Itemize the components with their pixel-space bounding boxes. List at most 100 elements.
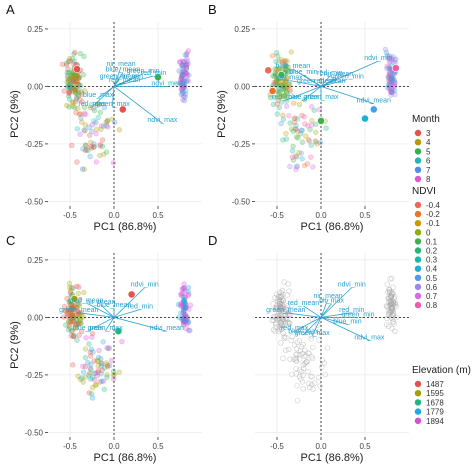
- data-point: [180, 59, 187, 65]
- legend-ndvi-swatch: [414, 265, 422, 272]
- loading-label: blue_max: [288, 329, 319, 336]
- data-point: [275, 53, 281, 59]
- data-point: [181, 318, 187, 324]
- data-point: [286, 113, 292, 119]
- data-point: [74, 74, 81, 80]
- legend-ndvi-swatch: [414, 256, 422, 263]
- data-point: [284, 63, 290, 70]
- data-point: [182, 304, 189, 310]
- x-tick-label: 0.5: [359, 442, 371, 451]
- data-point: [181, 78, 187, 84]
- data-point: [179, 86, 186, 93]
- data-point: [179, 72, 186, 78]
- data-point: [388, 92, 394, 98]
- centroid-point: [361, 114, 369, 123]
- loading-label: nir_mean: [86, 299, 115, 306]
- data-point: [388, 89, 395, 95]
- data-point: [282, 58, 288, 65]
- data-point: [288, 69, 294, 75]
- data-point: [73, 90, 79, 97]
- data-point: [76, 332, 82, 338]
- data-point: [274, 81, 281, 87]
- x-tick-label: -0.5: [63, 211, 77, 220]
- data-point: [298, 376, 304, 382]
- data-point: [185, 293, 191, 299]
- data-point: [179, 290, 186, 297]
- data-point: [116, 127, 123, 133]
- legend-ndvi-swatch: [414, 301, 422, 309]
- data-point: [179, 74, 185, 80]
- data-point: [270, 317, 277, 323]
- data-point: [179, 90, 186, 96]
- data-point: [68, 72, 74, 78]
- data-point: [93, 130, 99, 137]
- data-point: [184, 50, 190, 56]
- data-point: [389, 89, 395, 96]
- data-point: [95, 354, 102, 361]
- data-point: [62, 308, 69, 314]
- data-point: [298, 344, 305, 350]
- data-point: [83, 335, 89, 341]
- legend-month-label: 7: [426, 166, 431, 175]
- data-point: [86, 372, 92, 378]
- data-point: [177, 59, 183, 65]
- data-point: [75, 87, 81, 93]
- y-tick-label: -0.25: [232, 140, 251, 149]
- data-point: [306, 350, 312, 357]
- data-point: [289, 302, 295, 309]
- data-point: [273, 79, 279, 86]
- legend-month-title: Month: [412, 114, 440, 125]
- loading-arrow: [316, 83, 322, 87]
- data-point: [77, 320, 84, 327]
- data-point: [182, 306, 188, 312]
- data-point: [68, 74, 74, 81]
- data-point: [272, 324, 279, 330]
- data-point: [272, 66, 278, 72]
- loading-arrow: [303, 305, 322, 318]
- data-point: [182, 288, 188, 294]
- data-point: [68, 288, 74, 294]
- centroid-point: [114, 327, 123, 336]
- data-point: [79, 119, 85, 125]
- data-point: [182, 304, 188, 310]
- data-point: [92, 382, 99, 388]
- data-point: [82, 346, 89, 352]
- data-point: [273, 58, 279, 65]
- data-point: [95, 362, 101, 369]
- data-point: [302, 121, 308, 127]
- data-point: [388, 300, 395, 306]
- data-point: [69, 77, 76, 84]
- data-point: [298, 127, 305, 134]
- data-point: [295, 135, 301, 141]
- data-point: [104, 117, 111, 124]
- loading-label: green_max: [303, 94, 339, 101]
- data-point: [321, 360, 327, 366]
- legend-elevation-label: 1678: [426, 398, 444, 407]
- data-point: [175, 301, 182, 308]
- data-point: [303, 359, 309, 366]
- data-point: [76, 320, 82, 327]
- data-point: [66, 307, 73, 313]
- data-point: [272, 70, 278, 76]
- data-point: [280, 79, 286, 86]
- data-point: [184, 77, 190, 84]
- data-point: [69, 304, 75, 311]
- data-point: [270, 101, 277, 108]
- data-point: [93, 119, 99, 126]
- data-point: [274, 111, 281, 117]
- data-point: [103, 360, 109, 366]
- data-point: [392, 79, 398, 86]
- data-point: [87, 153, 93, 160]
- x-tick-label: 0.0: [315, 442, 327, 451]
- data-point: [70, 100, 76, 106]
- data-point: [185, 60, 191, 67]
- data-point: [294, 116, 301, 122]
- data-point: [279, 93, 286, 100]
- data-point: [179, 76, 185, 82]
- data-point: [271, 73, 277, 80]
- loading-arrow: [113, 308, 141, 318]
- data-point: [386, 73, 393, 79]
- loading-label: green_min: [127, 68, 160, 75]
- y-tick-label: 0.00: [27, 313, 43, 322]
- data-point: [63, 322, 69, 328]
